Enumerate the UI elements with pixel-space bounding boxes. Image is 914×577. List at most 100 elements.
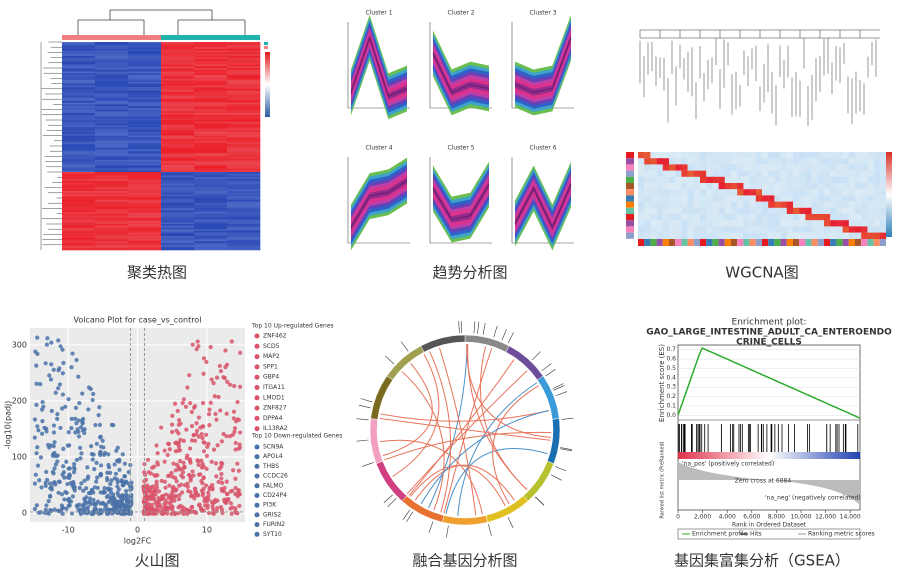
gene-tick	[560, 448, 573, 452]
heat-cell	[644, 152, 651, 159]
heat-cell	[194, 217, 228, 220]
scatter-point	[163, 492, 169, 497]
heat-cell	[128, 246, 162, 249]
heat-cell	[194, 246, 228, 249]
heat-cell	[693, 189, 701, 196]
module-strip	[681, 238, 688, 246]
scatter-point	[223, 348, 228, 353]
heat-cell	[861, 195, 868, 202]
heat-cell	[687, 152, 694, 159]
heat-cell	[724, 201, 732, 208]
scatter-point	[141, 487, 146, 492]
heat-cell	[95, 149, 129, 152]
heat-cell	[161, 234, 195, 237]
heat-cell	[762, 152, 769, 159]
heat-cell	[811, 189, 818, 196]
heat-cell	[656, 152, 663, 159]
heat-cell	[227, 210, 261, 213]
heat-cell	[161, 244, 195, 247]
scatter-point	[112, 508, 117, 513]
fusion-link	[467, 344, 528, 491]
heat-cell	[128, 80, 162, 83]
heat-cell	[161, 178, 195, 181]
heat-cell	[700, 207, 707, 215]
heat-cell	[95, 189, 129, 192]
heat-cell	[62, 121, 96, 124]
heat-cell	[638, 189, 645, 196]
gene-tick	[507, 516, 514, 528]
heat-cell	[836, 220, 843, 227]
heat-cell	[805, 195, 812, 202]
heat-cell	[194, 83, 228, 86]
group-bar	[161, 35, 260, 40]
heat-cell	[879, 214, 887, 221]
heat-cell	[194, 109, 228, 112]
heat-cell	[95, 239, 129, 242]
scatter-point	[156, 495, 161, 501]
heat-cell	[194, 234, 228, 237]
scatter-point	[43, 361, 48, 366]
heat-cell	[675, 183, 682, 190]
heat-cell	[836, 226, 843, 233]
heat-cell	[194, 185, 228, 188]
scatter-point	[224, 497, 229, 502]
heat-cell	[227, 140, 261, 143]
heat-cell	[95, 211, 129, 214]
heat-cell	[755, 164, 763, 171]
scatter-point	[179, 482, 184, 487]
heat-cell	[128, 42, 162, 45]
heat-cell	[128, 184, 162, 187]
heat-cell	[227, 224, 261, 227]
scatter-point	[224, 362, 230, 367]
heat-cell	[662, 201, 670, 208]
heat-cell	[687, 232, 694, 239]
heat-cell	[774, 152, 781, 159]
heat-cell	[805, 214, 812, 221]
trend-band	[515, 27, 571, 103]
heat-cell	[731, 207, 738, 215]
scatter-point	[193, 510, 199, 515]
scatter-point	[105, 476, 110, 481]
module-strip	[650, 238, 657, 246]
heat-cell	[842, 170, 849, 177]
heat-cell	[675, 170, 682, 177]
heat-cell	[656, 207, 663, 215]
heat-cell	[128, 132, 162, 135]
heat-cell	[227, 234, 261, 237]
heat-cell	[161, 142, 195, 145]
scatter-point	[174, 487, 179, 492]
heat-cell	[194, 204, 228, 207]
heat-cell	[731, 232, 738, 239]
heat-cell	[669, 232, 676, 239]
heat-cell	[227, 243, 261, 246]
heat-cell	[194, 191, 228, 194]
heat-cell	[194, 248, 228, 251]
heat-cell	[62, 69, 96, 72]
y-tick-label: 0	[22, 509, 27, 518]
heat-cell	[706, 226, 713, 233]
heat-cell	[824, 176, 831, 184]
scatter-point	[53, 462, 58, 467]
heat-cell	[128, 192, 162, 195]
heat-cell	[693, 207, 701, 215]
heat-cell	[227, 185, 261, 188]
heat-cell	[128, 47, 162, 50]
heat-cell	[62, 128, 96, 131]
scatter-point	[85, 507, 90, 512]
heat-cell	[95, 194, 129, 197]
scatter-point	[213, 499, 218, 504]
x-tick-label: 10	[202, 526, 212, 535]
scatter-point	[82, 478, 87, 483]
heat-cell	[879, 176, 887, 184]
heat-cell	[62, 236, 96, 239]
heat-cell	[805, 207, 812, 215]
heat-cell	[793, 189, 800, 196]
scatter-point	[74, 357, 79, 363]
scatter-point	[124, 488, 129, 494]
heat-cell	[194, 211, 228, 214]
heat-cell	[95, 142, 129, 145]
heat-cell	[62, 88, 96, 91]
scatter-point	[66, 503, 71, 508]
heat-cell	[799, 158, 806, 165]
heat-cell	[227, 152, 261, 155]
